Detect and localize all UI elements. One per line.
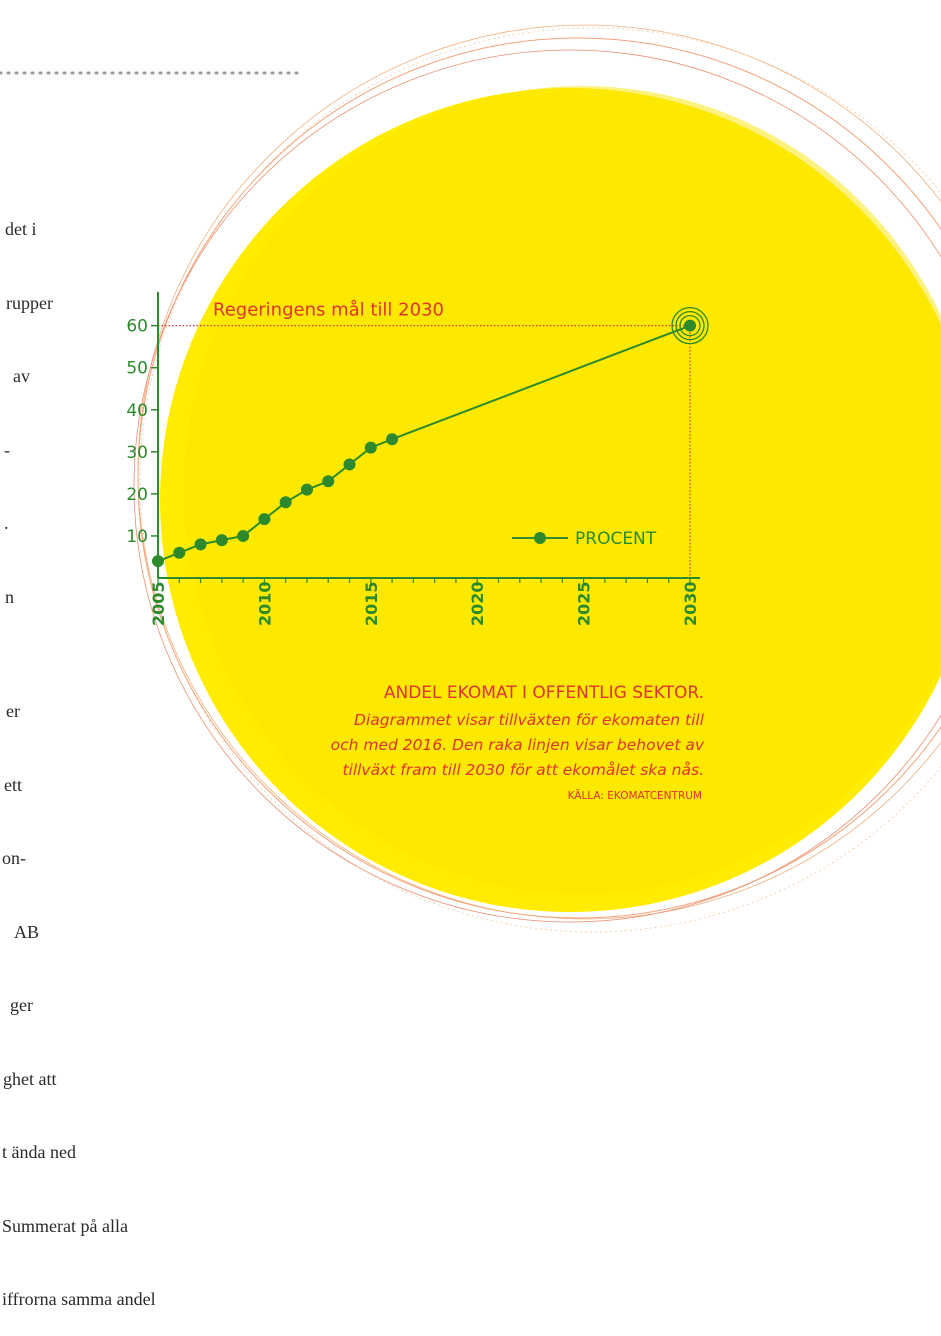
data-point — [215, 534, 228, 547]
article-line: det i — [5, 219, 37, 239]
data-point — [194, 538, 207, 551]
caption-line-2: och med 2016. Den raka linjen visar beho… — [331, 736, 705, 754]
article-line: AB — [14, 921, 40, 942]
x-tick-label: 2020 — [468, 581, 487, 626]
series-procent — [152, 319, 696, 568]
article-line: rupper — [6, 292, 53, 313]
article-text-bottom: er ett on- AB ger ghet att t ända ned Su… — [0, 650, 156, 1336]
article-line: er — [6, 701, 20, 721]
article-text-top: det i rupper av - . n — [0, 168, 53, 634]
article-line: ger — [10, 995, 33, 1015]
data-point — [343, 458, 356, 471]
caption-source: KÄLLA: EKOMATCENTRUM — [568, 789, 702, 802]
caption-line-1: Diagrammet visar tillväxten för ekomaten… — [354, 711, 705, 729]
data-point — [364, 441, 377, 454]
goal-target-icon — [671, 306, 709, 345]
x-tick-label: 2025 — [575, 581, 594, 626]
yellow-disc-inner — [184, 86, 941, 894]
y-tick-label: 20 — [126, 485, 148, 505]
data-point — [322, 475, 335, 488]
x-tick-label: 2010 — [255, 581, 274, 626]
article-line: t ända ned — [2, 1142, 76, 1162]
goal-reference: Regeringens mål till 2030 — [158, 300, 691, 578]
data-point — [684, 319, 696, 332]
legend-label: PROCENT — [575, 529, 657, 549]
caption: ANDEL EKOMAT I OFFENTLIG SEKTOR. Diagram… — [331, 683, 705, 802]
y-ticks: 10 20 30 40 50 60 — [126, 317, 158, 547]
caption-line-3: tillväxt fram till 2030 för att ekomålet… — [342, 761, 704, 779]
goal-label: Regeringens mål till 2030 — [213, 300, 444, 321]
decor-ring — [133, 49, 941, 923]
x-ticks: 2005 2010 2015 2020 2025 2030 — [149, 578, 700, 626]
article-line: ett — [4, 774, 22, 795]
legend-marker — [534, 532, 546, 544]
data-point — [258, 513, 271, 526]
article-line: . — [4, 513, 9, 533]
data-point — [300, 483, 313, 496]
article-line: on- — [2, 848, 26, 868]
y-tick-label: 40 — [126, 401, 148, 421]
target-ring — [679, 314, 701, 337]
data-point — [237, 529, 250, 542]
data-point — [173, 546, 186, 559]
x-tick-label: 2030 — [681, 581, 700, 626]
data-point — [152, 555, 164, 568]
decor — [0, 24, 941, 933]
article-line: av — [13, 366, 30, 386]
caption-title: ANDEL EKOMAT I OFFENTLIG SEKTOR. — [384, 683, 704, 703]
target-ring — [671, 306, 709, 345]
article-line: iffrorna samma andel — [2, 1289, 156, 1309]
data-point — [279, 496, 292, 509]
legend: PROCENT — [512, 529, 657, 549]
y-tick-label: 50 — [126, 359, 148, 379]
article-line: n — [5, 586, 14, 607]
y-tick-label: 30 — [126, 443, 148, 463]
decor-ring — [137, 24, 941, 920]
article-line: - — [4, 439, 10, 460]
target-ring — [675, 310, 705, 341]
x-tick-label: 2015 — [362, 581, 381, 626]
data-point — [386, 433, 399, 446]
article-line: ghet att — [3, 1068, 57, 1089]
y-tick-label: 10 — [126, 527, 148, 547]
y-tick-label: 60 — [126, 317, 148, 337]
x-tick-label: 2005 — [149, 581, 168, 626]
article-line: Summerat på alla — [2, 1215, 128, 1236]
